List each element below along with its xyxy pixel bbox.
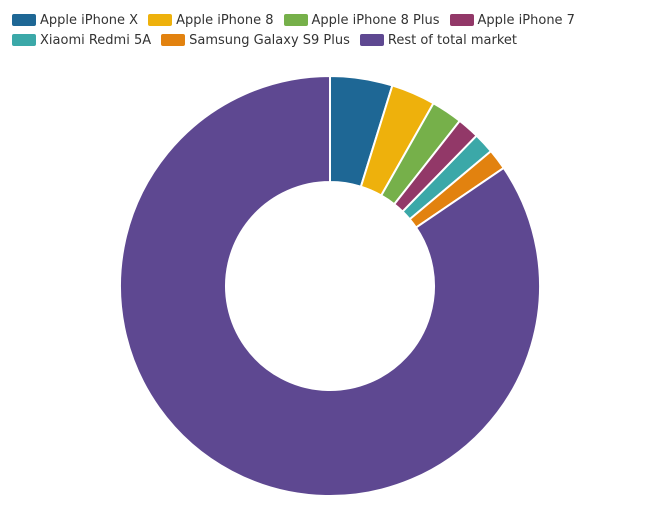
legend-item-samsung-galaxy-s9-plus[interactable]: Samsung Galaxy S9 Plus — [161, 33, 350, 48]
legend-swatch — [283, 14, 308, 26]
chart-legend: Apple iPhone X Apple iPhone 8 Apple iPho… — [12, 10, 652, 50]
legend-item-apple-iphone-8-plus[interactable]: Apple iPhone 8 Plus — [283, 12, 440, 28]
legend-label: Rest of total market — [387, 32, 518, 48]
legend-item-rest-of-total-market[interactable]: Rest of total market — [359, 32, 518, 48]
legend-swatch — [148, 14, 173, 26]
legend-label: Apple iPhone 8 Plus — [311, 12, 440, 28]
legend-item-apple-iphone-x[interactable]: Apple iPhone X — [12, 13, 138, 28]
legend-item-apple-iphone-8[interactable]: Apple iPhone 8 — [148, 12, 274, 28]
legend-label: Apple iPhone X — [40, 12, 139, 28]
legend-label: Samsung Galaxy S9 Plus — [189, 32, 350, 48]
legend-swatch — [449, 14, 474, 26]
legend-swatch — [359, 34, 384, 46]
legend-label: Apple iPhone 8 — [176, 12, 274, 28]
legend-swatch — [161, 34, 186, 46]
donut-slices — [119, 75, 541, 497]
legend-row: Xiaomi Redmi 5A Samsung Galaxy S9 Plus R… — [12, 30, 652, 50]
legend-swatch — [12, 14, 36, 26]
legend-row: Apple iPhone X Apple iPhone 8 Apple iPho… — [12, 10, 652, 30]
legend-item-apple-iphone-7[interactable]: Apple iPhone 7 — [449, 12, 575, 28]
legend-label: Xiaomi Redmi 5A — [40, 32, 152, 48]
legend-item-xiaomi-redmi-5a[interactable]: Xiaomi Redmi 5A — [12, 33, 151, 48]
donut-slice-rest-of-total-market[interactable] — [119, 75, 541, 497]
legend-swatch — [12, 34, 36, 46]
legend-label: Apple iPhone 7 — [477, 12, 575, 28]
